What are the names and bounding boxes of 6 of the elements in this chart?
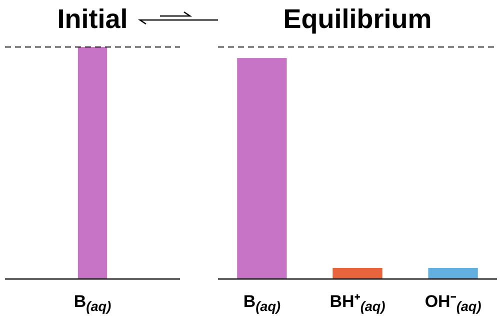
- chart-title: Equilibrium: [283, 4, 432, 34]
- x-tick-label: OH⁻$_{(aq)}$: [424, 292, 482, 314]
- x-tick-label: BH⁺$_{(aq)}$: [330, 292, 386, 314]
- x-tick-label: B$_{(aq)}$: [243, 292, 282, 314]
- chart-title: Initial: [57, 4, 128, 34]
- x-tick-label: B$_{(aq)}$: [74, 292, 112, 314]
